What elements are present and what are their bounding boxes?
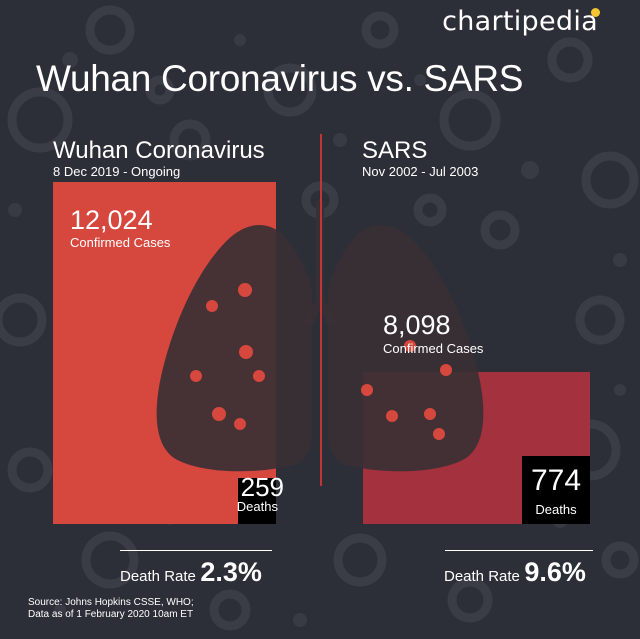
- virus-dot-icon: [440, 364, 452, 376]
- virus-dot-icon: [239, 345, 253, 359]
- deaths-value-sars: 774: [530, 464, 582, 497]
- rate-divider-wuhan: [120, 550, 272, 551]
- cases-label-wuhan: Confirmed Cases: [70, 235, 171, 250]
- source-note: Source: Johns Hopkins CSSE, WHO; Data as…: [28, 597, 194, 621]
- virus-dot-icon: [253, 370, 265, 382]
- virus-dot-icon: [238, 283, 252, 297]
- column-divider: [320, 134, 322, 486]
- virus-dot-icon: [361, 384, 373, 396]
- virus-dot-icon: [206, 300, 218, 312]
- virus-dot-icon: [212, 407, 226, 421]
- virus-dot-icon: [234, 418, 246, 430]
- death-rate-label-sars: Death Rate: [444, 568, 520, 585]
- death-rate-value-sars: 9.6%: [524, 557, 586, 587]
- source-line-1: Source: Johns Hopkins CSSE, WHO;: [28, 597, 194, 608]
- brand-logo: chartipedia: [442, 6, 598, 37]
- death-rate-wuhan: Death Rate 2.3%: [120, 557, 262, 588]
- death-rate-label-wuhan: Death Rate: [120, 568, 196, 585]
- deaths-value-wuhan: 259: [240, 472, 284, 502]
- virus-dot-icon: [424, 408, 436, 420]
- death-rate-value-wuhan: 2.3%: [200, 557, 262, 587]
- deaths-box-sars: 774 Deaths: [522, 456, 590, 524]
- cases-value-wuhan: 12,024: [70, 205, 153, 235]
- left-lung-icon: [156, 224, 312, 472]
- deaths-label-wuhan: Deaths: [236, 499, 278, 514]
- virus-dot-icon: [386, 410, 398, 422]
- deaths-label-sars: Deaths: [535, 502, 577, 517]
- column-period-sars: Nov 2002 - Jul 2003: [362, 164, 479, 179]
- source-line-2: Data as of 1 February 2020 10am ET: [28, 609, 194, 620]
- virus-dot-icon: [404, 340, 416, 352]
- rate-divider-sars: [445, 550, 593, 551]
- column-period-wuhan: 8 Dec 2019 - Ongoing: [53, 164, 181, 179]
- column-title-sars: SARS: [362, 137, 428, 164]
- brand-dot-icon: [591, 8, 600, 17]
- column-title-wuhan: Wuhan Coronavirus: [53, 137, 265, 164]
- page-title: Wuhan Coronavirus vs. SARS: [36, 58, 524, 99]
- deaths-box-wuhan: 259 Deaths: [237, 472, 284, 524]
- death-rate-sars: Death Rate 9.6%: [444, 557, 586, 588]
- virus-dot-icon: [433, 428, 445, 440]
- cases-label-sars: Confirmed Cases: [383, 341, 484, 356]
- cases-value-sars: 8,098: [383, 310, 451, 340]
- virus-dots: [190, 283, 452, 440]
- virus-dot-icon: [190, 370, 202, 382]
